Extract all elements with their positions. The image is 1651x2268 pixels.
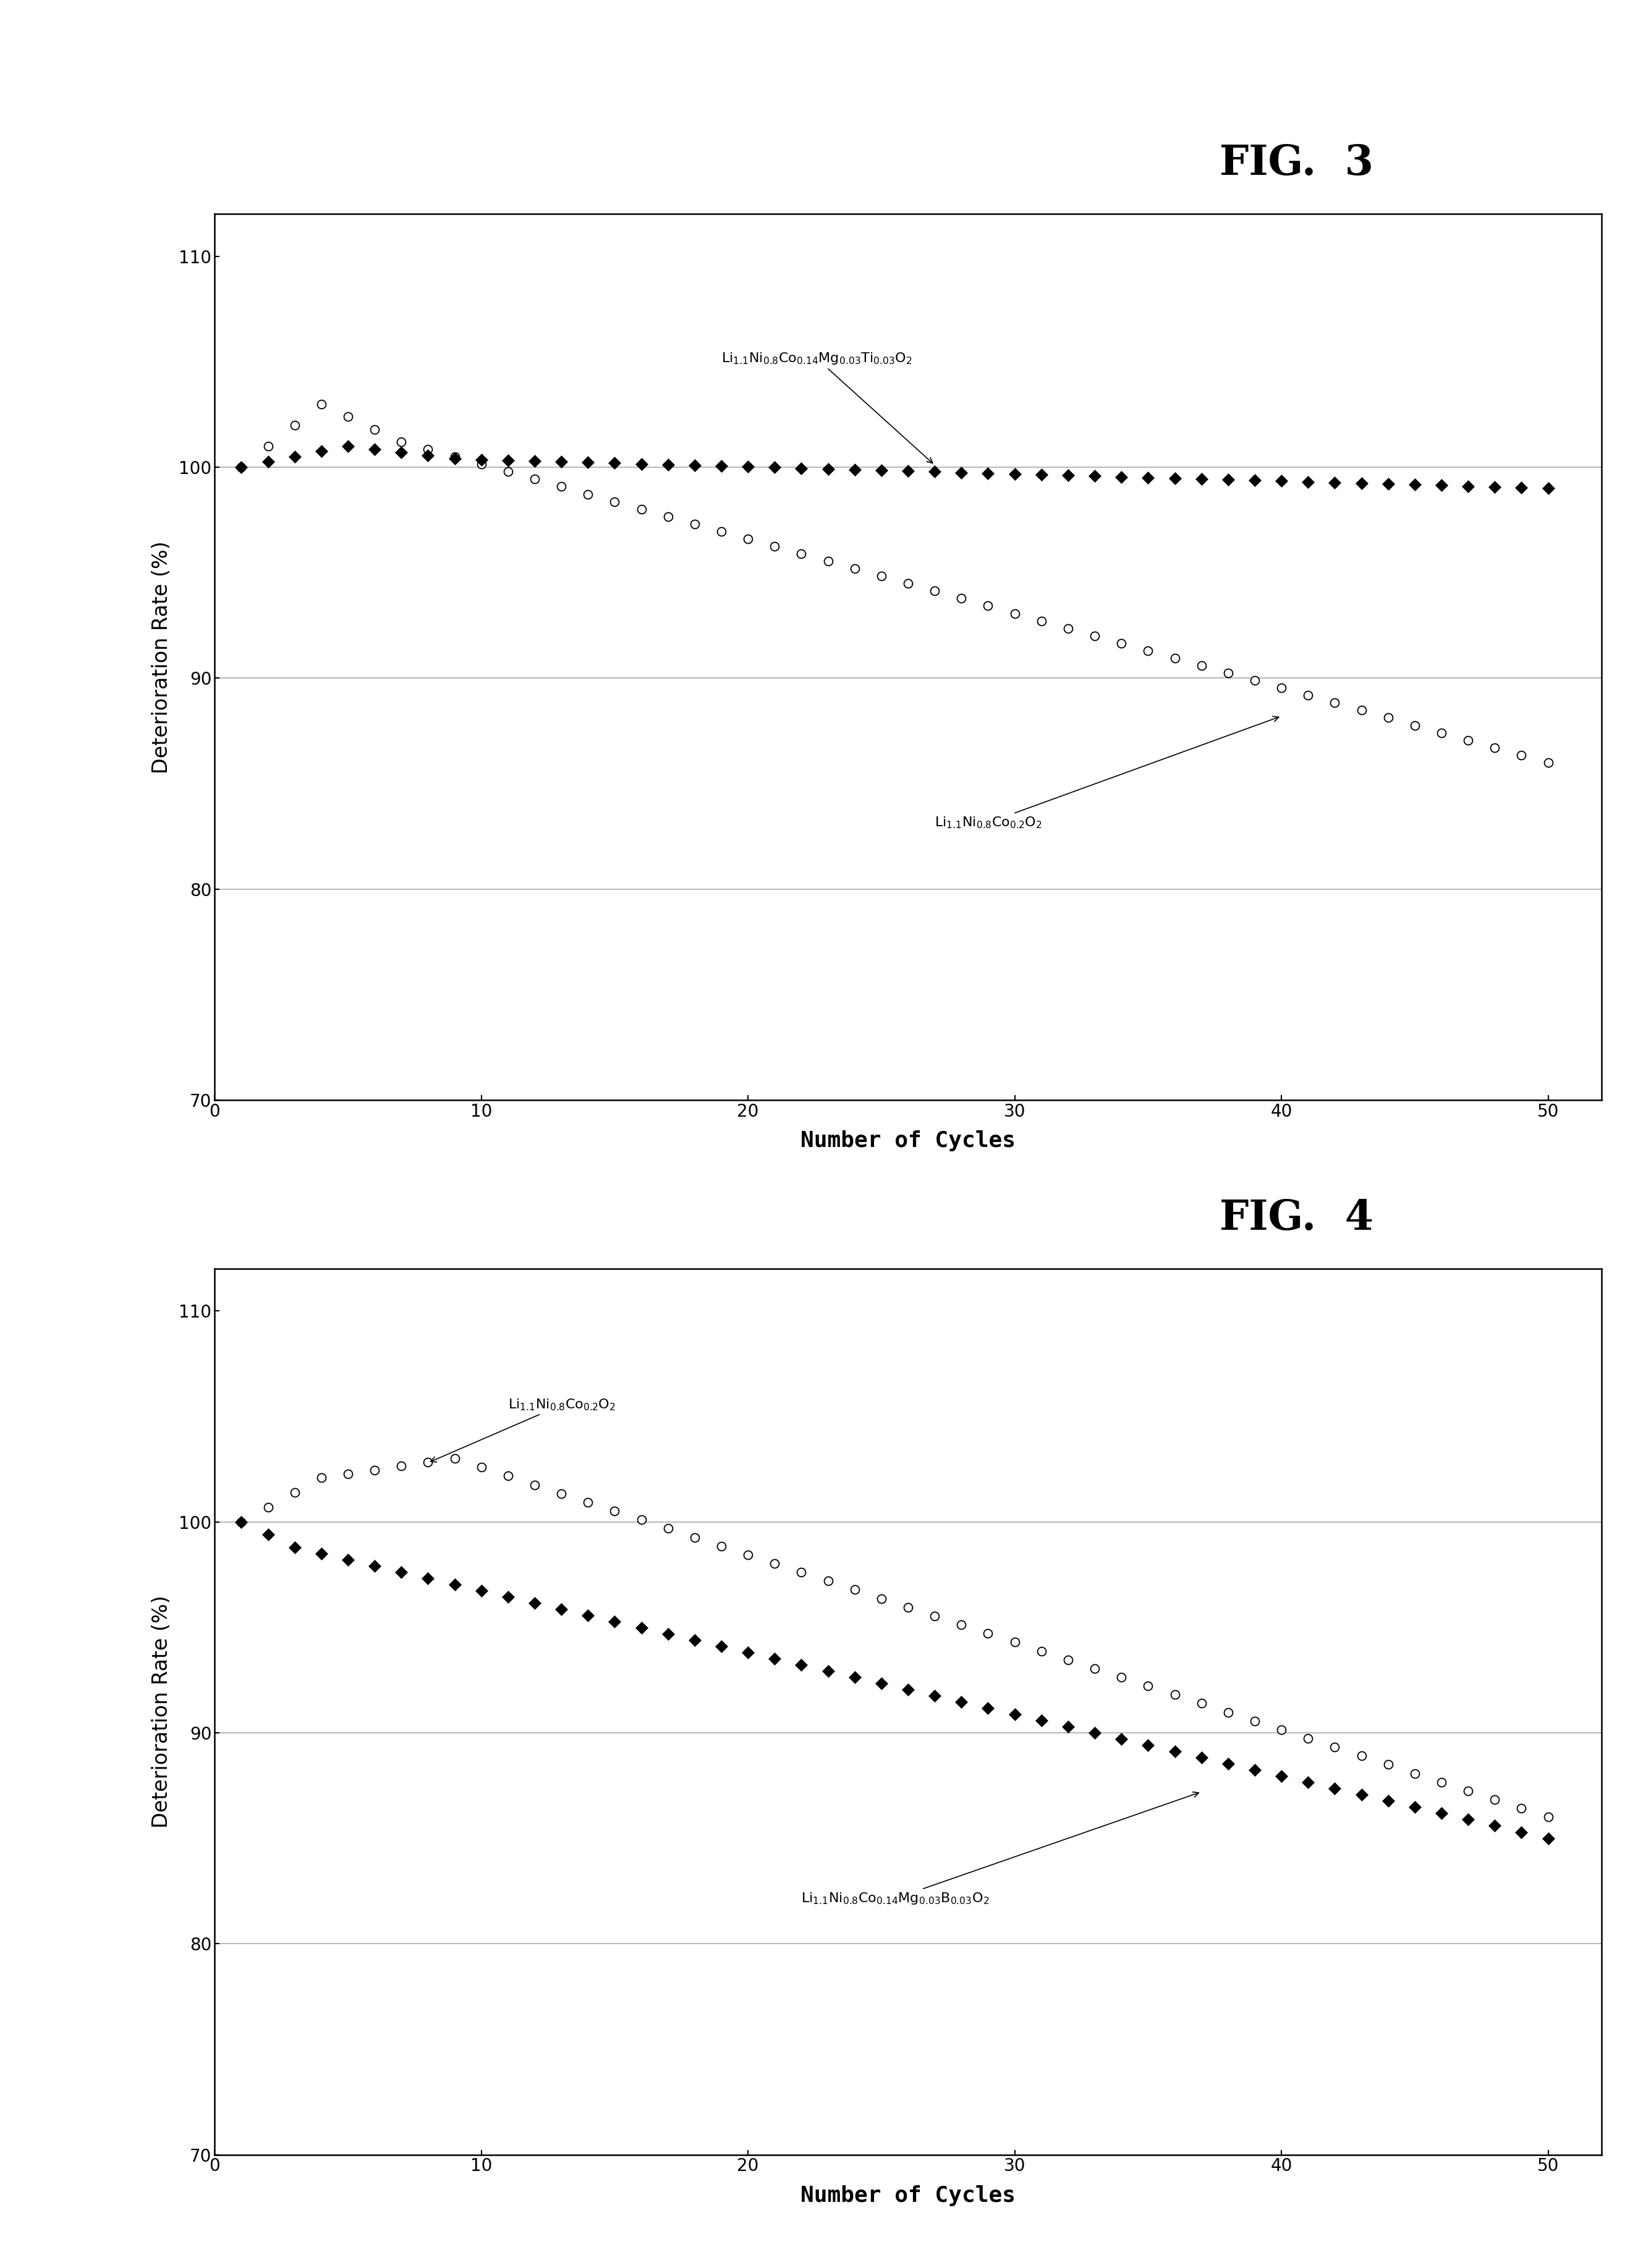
X-axis label: Number of Cycles: Number of Cycles (801, 2184, 1015, 2207)
Text: FIG.  3: FIG. 3 (1220, 143, 1374, 184)
Text: Li$_{1.1}$Ni$_{0.8}$Co$_{0.14}$Mg$_{0.03}$B$_{0.03}$O$_2$: Li$_{1.1}$Ni$_{0.8}$Co$_{0.14}$Mg$_{0.03… (801, 1792, 1199, 1905)
Text: Li$_{1.1}$Ni$_{0.8}$Co$_{0.2}$O$_2$: Li$_{1.1}$Ni$_{0.8}$Co$_{0.2}$O$_2$ (431, 1397, 616, 1463)
Text: Li$_{1.1}$Ni$_{0.8}$Co$_{0.14}$Mg$_{0.03}$Ti$_{0.03}$O$_2$: Li$_{1.1}$Ni$_{0.8}$Co$_{0.14}$Mg$_{0.03… (721, 352, 933, 463)
Y-axis label: Deterioration Rate (%): Deterioration Rate (%) (152, 540, 172, 773)
Text: Li$_{1.1}$Ni$_{0.8}$Co$_{0.2}$O$_2$: Li$_{1.1}$Ni$_{0.8}$Co$_{0.2}$O$_2$ (934, 717, 1280, 830)
Text: FIG.  4: FIG. 4 (1220, 1198, 1374, 1238)
Y-axis label: Deterioration Rate (%): Deterioration Rate (%) (152, 1594, 172, 1828)
X-axis label: Number of Cycles: Number of Cycles (801, 1129, 1015, 1152)
